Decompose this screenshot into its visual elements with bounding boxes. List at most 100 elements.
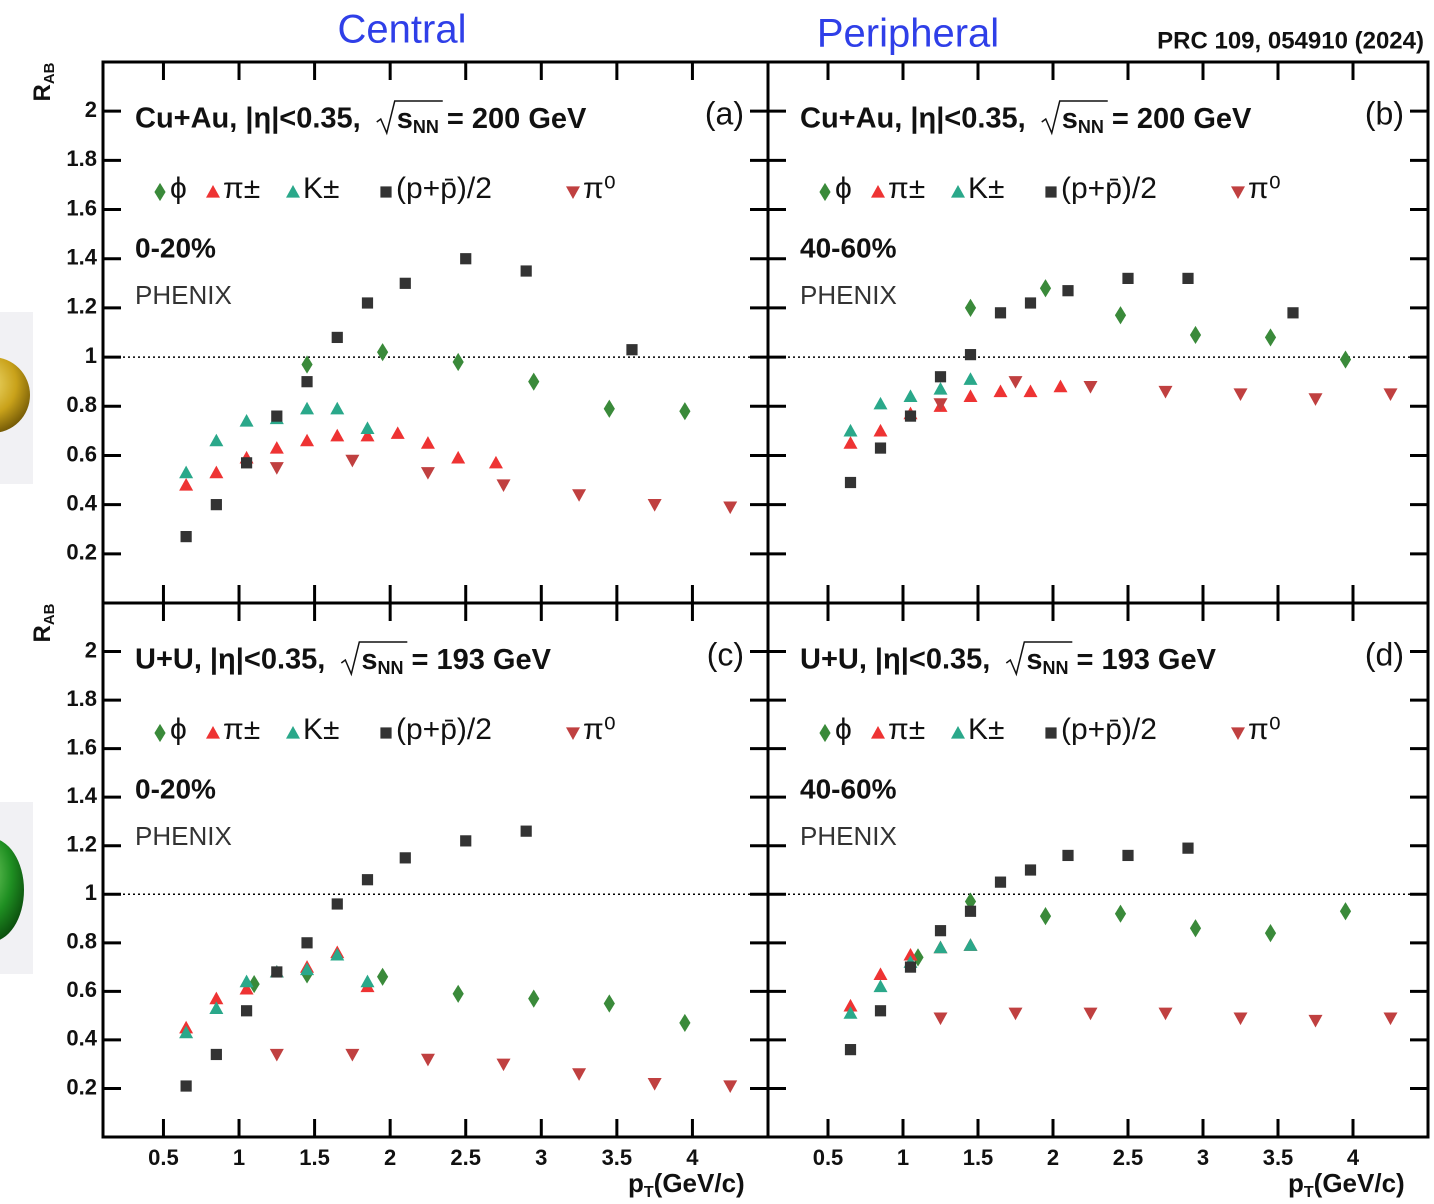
- legend-label: (p+p̄)/2: [1061, 172, 1157, 205]
- x-tick-label: 1: [897, 1145, 909, 1170]
- energy-sub: NN: [413, 117, 439, 137]
- data-point: [1062, 849, 1074, 862]
- data-point: [934, 371, 947, 383]
- data-point: [933, 382, 948, 395]
- panel-system: U+U, |η|<0.35,: [135, 644, 325, 676]
- data-point: [1339, 350, 1352, 369]
- y-label-sub: AB: [41, 62, 58, 84]
- legend-marker: [1045, 727, 1057, 739]
- legend-marker: [286, 185, 300, 198]
- energy-sub: NN: [1078, 117, 1104, 137]
- x-tick-label: 3: [1197, 1145, 1209, 1170]
- data-point: [679, 1013, 691, 1033]
- data-point: [269, 462, 284, 475]
- data-point: [460, 835, 472, 847]
- x-tick-label: 1.5: [963, 1145, 994, 1170]
- data-point: [1008, 1007, 1023, 1021]
- panel-label: (a): [705, 95, 744, 131]
- x-label-unit: (GeV/c): [1314, 1168, 1405, 1198]
- panel-label: (d): [1365, 636, 1404, 672]
- data-point: [572, 489, 587, 502]
- data-point: [873, 967, 888, 980]
- x-label-sub: T: [644, 1184, 654, 1201]
- data-point: [904, 961, 917, 973]
- data-point: [934, 925, 947, 937]
- data-point: [1039, 907, 1052, 926]
- data-point: [528, 989, 540, 1008]
- legend-label: π⁰: [583, 172, 616, 205]
- data-point: [903, 947, 918, 961]
- legend-label: K±: [968, 713, 1004, 746]
- centrality: 40-60%: [800, 232, 897, 263]
- centrality: 40-60%: [800, 773, 897, 804]
- legend-label: (p+p̄)/2: [396, 172, 492, 205]
- panel-label: (c): [707, 636, 744, 672]
- data-point: [496, 1058, 511, 1072]
- x-tick-label: 4: [686, 1145, 699, 1170]
- legend-marker: [951, 726, 965, 739]
- data-point: [1233, 388, 1248, 401]
- y-tick-label: 1.4: [66, 783, 97, 808]
- data-point: [1287, 307, 1299, 319]
- data-point: [209, 1001, 224, 1014]
- energy-var: s: [397, 103, 413, 135]
- energy-sub: NN: [1042, 658, 1068, 678]
- y-tick-label: 1.4: [66, 245, 97, 270]
- energy-sub: NN: [377, 658, 403, 678]
- data-point: [360, 421, 375, 435]
- centrality: 0-20%: [135, 232, 216, 263]
- x-axis-label: pT(GeV/c): [628, 1168, 745, 1201]
- panel-system: Cu+Au, |η|<0.35,: [135, 103, 361, 135]
- panel-energy: sNN = 193 GeV: [1026, 644, 1216, 678]
- data-point: [271, 966, 283, 978]
- experiment: PHENIX: [800, 280, 897, 310]
- header-peripheral: Peripheral: [817, 12, 999, 56]
- legend-label: π±: [888, 172, 925, 205]
- data-point: [179, 1025, 194, 1039]
- data-point: [269, 1048, 284, 1062]
- y-tick-label: 0.6: [66, 441, 97, 466]
- data-point: [1062, 285, 1074, 297]
- x-label-main: p: [1288, 1168, 1304, 1198]
- y-axis-label: RAB: [29, 603, 58, 642]
- sqrt-sign: [1005, 641, 1073, 677]
- x-tick-label: 2: [1047, 1145, 1059, 1170]
- data-point: [271, 410, 283, 422]
- legend-label: π±: [223, 172, 260, 205]
- data-point: [626, 344, 638, 356]
- legend-marker: [566, 727, 580, 740]
- x-tick-label: 0.5: [148, 1145, 179, 1170]
- data-point: [1308, 393, 1323, 406]
- data-point: [360, 428, 375, 442]
- legend-marker: [206, 726, 220, 739]
- data-point: [874, 442, 887, 454]
- data-point: [520, 825, 532, 837]
- legend-marker: [871, 726, 885, 739]
- energy-var: s: [361, 644, 377, 676]
- energy-value: = 193 GeV: [1076, 644, 1216, 676]
- y-tick-label: 1.6: [66, 734, 97, 759]
- data-point: [330, 947, 345, 961]
- data-point: [377, 967, 389, 986]
- panel-system: Cu+Au, |η|<0.35,: [800, 103, 1026, 135]
- data-point: [1182, 842, 1194, 854]
- experiment: PHENIX: [800, 821, 897, 851]
- data-point: [390, 426, 405, 439]
- legend-marker: [206, 185, 220, 198]
- data-point: [239, 974, 254, 988]
- y-label-main: R: [29, 625, 56, 642]
- x-tick-label: 0.5: [813, 1145, 844, 1170]
- data-point: [964, 349, 977, 361]
- x-tick-label: 2.5: [450, 1145, 481, 1170]
- data-point: [843, 423, 858, 437]
- data-point: [1339, 902, 1352, 921]
- data-point: [844, 1044, 857, 1056]
- data-point: [528, 372, 540, 391]
- legend-label: π⁰: [583, 713, 616, 746]
- data-point: [451, 450, 466, 464]
- legend-marker: [380, 186, 392, 198]
- data-point: [179, 465, 194, 479]
- data-point: [330, 401, 345, 415]
- plot-frame: [766, 601, 1430, 1139]
- data-point: [1083, 1007, 1098, 1021]
